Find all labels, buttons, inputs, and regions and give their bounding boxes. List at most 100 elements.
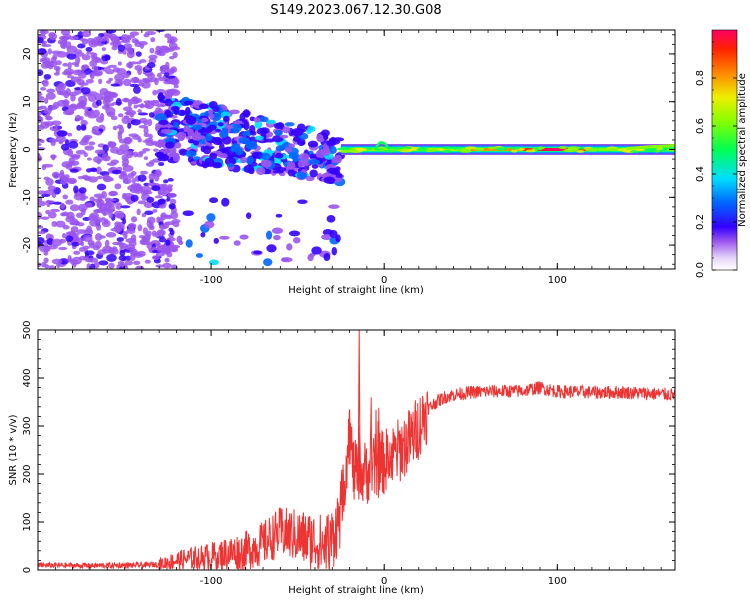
spectrogram-noise-blob	[80, 124, 87, 131]
spectrogram-noise-blob	[47, 185, 56, 192]
spectrogram-signal-blob	[223, 115, 230, 123]
spectrogram-noise-blob	[98, 78, 103, 85]
spectrogram-signal-blob	[188, 139, 195, 144]
spectrogram-noise-blob	[120, 261, 125, 268]
spectrogram-noise-blob	[71, 62, 80, 66]
spectrogram-noise-blob	[38, 37, 44, 44]
spectrogram-noise-blob	[108, 77, 113, 82]
spectrogram-signal-blob	[204, 220, 215, 229]
spectrogram-noise-blob	[45, 92, 56, 100]
spectrogram-noise-blob	[142, 148, 151, 152]
spectrogram-noise-blob	[41, 79, 49, 87]
spectrogram-noise-blob	[102, 153, 109, 161]
spectrogram-noise-blob	[62, 62, 69, 67]
spectrogram-signal-blob	[307, 140, 319, 148]
spectrogram-noise-blob	[53, 201, 62, 205]
spectrogram-noise-blob	[144, 259, 151, 264]
spectrogram-noise-blob	[42, 163, 54, 168]
spectrogram-noise-blob	[151, 185, 161, 192]
spectrogram-signal-blob	[221, 197, 230, 207]
spectrogram-noise-blob	[63, 99, 69, 107]
spectrogram-signal-blob	[297, 172, 307, 180]
spectrogram-signal-blob	[200, 145, 206, 153]
spectrogram-noise-blob	[67, 61, 72, 70]
spectrogram-noise-blob	[136, 151, 144, 158]
spectrogram-noise-blob	[38, 200, 47, 207]
spectrogram-noise-blob	[110, 227, 121, 232]
snr-y-tick-label: 0	[22, 567, 33, 573]
spectrogram-noise-blob	[110, 248, 119, 255]
spectrogram-noise-blob	[92, 130, 101, 136]
spectrogram-noise-blob	[100, 96, 106, 101]
spectrogram-noise-blob	[85, 78, 94, 84]
spectrogram-noise-blob	[67, 148, 74, 157]
spectrogram-noise-blob	[81, 54, 91, 61]
colorbar-tick-label: 0.6	[695, 118, 706, 134]
spectrogram-noise-blob	[93, 198, 103, 202]
spectrogram-noise-blob	[144, 210, 154, 216]
spectrogram-noise-blob	[73, 250, 81, 255]
spectrogram-noise-blob	[41, 261, 47, 268]
spectrogram-signal-blob	[191, 124, 203, 131]
spectrogram-noise-blob	[66, 177, 78, 185]
spectrogram-noise-blob	[66, 53, 77, 60]
spectrogram-noise-blob	[78, 247, 85, 252]
spectrogram-x-tick-label: -100	[200, 275, 223, 286]
spectrogram-noise-blob	[68, 140, 79, 149]
spectrogram-noise-blob	[105, 232, 117, 238]
spectrogram-noise-blob	[90, 51, 96, 59]
spectrogram-noise-blob	[101, 104, 110, 110]
spectrogram-noise-blob	[65, 235, 74, 242]
spectrogram-noise-blob	[168, 80, 178, 85]
spectrogram-signal-blob	[254, 135, 264, 141]
figure-title: S149.2023.067.12.30.G08	[270, 3, 441, 18]
spectrogram-noise-blob	[93, 109, 100, 118]
spectrogram-noise-blob	[87, 91, 98, 96]
spectrogram-signal-blob	[256, 167, 266, 176]
spectrogram-y-ticks: -20 -10 0 10 20	[22, 34, 675, 265]
spectrogram-noise-blob	[43, 97, 49, 104]
spectrogram-signal-blob	[201, 117, 209, 123]
spectrogram-noise-blob	[156, 216, 161, 224]
spectrogram-y-tick-label: -20	[22, 237, 33, 253]
spectrogram-noise-blob	[82, 234, 93, 243]
spectrogram-noise-blob	[143, 33, 150, 38]
spectrogram-noise-blob	[133, 85, 141, 94]
spectrogram-noise-blob	[153, 148, 159, 152]
spectrogram-noise-blob	[139, 170, 148, 175]
spectrogram-signal-blob	[219, 130, 229, 138]
spectrogram-noise-blob	[94, 233, 103, 241]
spectrogram-noise-blob	[60, 143, 70, 151]
spectrogram-noise-blob	[118, 126, 125, 135]
spectrogram-noise-blob	[60, 212, 67, 217]
spectrogram-noise-blob	[88, 242, 96, 249]
spectrogram-band-blob	[378, 146, 386, 150]
snr-x-tick-label: 100	[548, 576, 567, 587]
spectrogram-band-blob	[564, 148, 579, 152]
spectrogram-noise-blob	[46, 88, 56, 93]
spectrogram-signal-blob	[308, 159, 321, 165]
snr-x-tick-label: 0	[381, 576, 387, 587]
spectrogram-band-blob	[476, 147, 485, 151]
snr-frame	[37, 329, 676, 571]
spectrogram-band-blob	[465, 146, 477, 150]
spectrogram-noise-blob	[102, 98, 108, 106]
spectrogram-signal-blob	[233, 240, 241, 246]
spectrogram-noise-blob	[129, 113, 134, 118]
spectrogram-noise-blob	[157, 230, 165, 237]
spectrogram-noise-blob	[58, 89, 69, 96]
spectrogram-signal-blob	[284, 147, 293, 153]
spectrogram-noise-blob	[74, 114, 82, 122]
spectrogram-noise-blob	[86, 51, 92, 55]
colorbar-ticks: 0.0 0.2 0.4 0.6 0.8	[695, 41, 737, 278]
spectrogram-noise-blob	[46, 238, 54, 246]
spectrogram-noise-blob	[138, 235, 145, 239]
spectrogram-signal-blob	[172, 154, 181, 162]
spectrogram-signal-blob	[245, 140, 258, 150]
spectrogram-noise-blob	[146, 72, 156, 79]
spectrogram-signal-blob	[335, 173, 343, 178]
spectrogram-noise-blob	[70, 218, 79, 226]
spectrogram-signal-blob	[215, 137, 223, 145]
spectrogram-noise-blob	[130, 216, 138, 223]
spectrogram-signal-blob	[327, 167, 339, 174]
